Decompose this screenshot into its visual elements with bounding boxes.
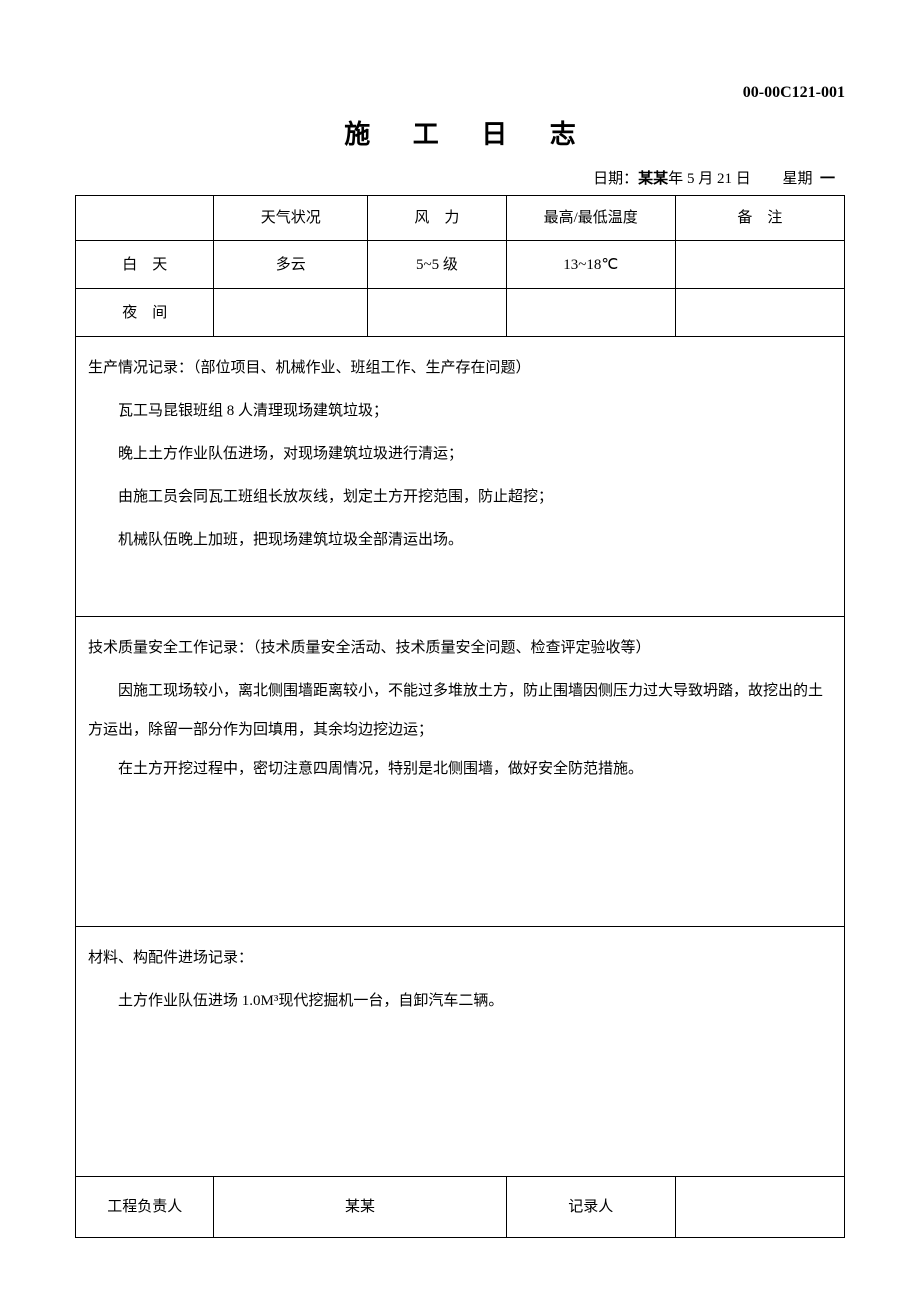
recorder-value [675, 1177, 844, 1238]
document-code: 00-00C121-001 [75, 80, 845, 106]
project-lead-value: 某某 [214, 1177, 506, 1238]
page-title: 施 工 日 志 [75, 114, 845, 156]
header-blank [76, 196, 214, 241]
production-cell: 生产情况记录：（部位项目、机械作业、班组工作、生产存在问题） 瓦工马昆银班组 8… [76, 337, 845, 617]
date-year-unit: 年 [668, 171, 683, 187]
recorder-label: 记录人 [506, 1177, 675, 1238]
weather-header-row: 天气状况 风 力 最高/最低温度 备 注 [76, 196, 845, 241]
period-day: 白 天 [76, 241, 214, 289]
weather-row-night: 夜 间 [76, 289, 845, 337]
condition-night [214, 289, 368, 337]
temp-night [506, 289, 675, 337]
header-condition: 天气状况 [214, 196, 368, 241]
wind-day: 5~5 级 [368, 241, 506, 289]
production-line: 由施工员会同瓦工班组长放灰线，划定土方开挖范围，防止超挖； [88, 478, 832, 517]
footer-row: 工程负责人 某某 记录人 [76, 1177, 845, 1238]
materials-cell: 材料、构配件进场记录： 土方作业队伍进场 1.0M³现代挖掘机一台，自卸汽车二辆… [76, 927, 845, 1177]
remark-day [675, 241, 844, 289]
materials-header: 材料、构配件进场记录： [88, 939, 832, 978]
condition-day: 多云 [214, 241, 368, 289]
period-night: 夜 间 [76, 289, 214, 337]
date-label: 日期： [593, 171, 638, 187]
production-header: 生产情况记录：（部位项目、机械作业、班组工作、生产存在问题） [88, 349, 832, 388]
date-day-unit: 日 [736, 171, 751, 187]
weather-row-day: 白 天 多云 5~5 级 13~18℃ [76, 241, 845, 289]
tech-safety-header: 技术质量安全工作记录：（技术质量安全活动、技术质量安全问题、检查评定验收等） [88, 629, 832, 668]
materials-row: 材料、构配件进场记录： 土方作业队伍进场 1.0M³现代挖掘机一台，自卸汽车二辆… [76, 927, 845, 1177]
production-line: 机械队伍晚上加班，把现场建筑垃圾全部清运出场。 [88, 521, 832, 560]
tech-safety-row: 技术质量安全工作记录：（技术质量安全活动、技术质量安全问题、检查评定验收等） 因… [76, 617, 845, 927]
weekday-label: 星期 [782, 171, 812, 187]
date-month-unit: 月 [698, 171, 713, 187]
log-table: 天气状况 风 力 最高/最低温度 备 注 白 天 多云 5~5 级 13~18℃… [75, 195, 845, 1238]
remark-night [675, 289, 844, 337]
project-lead-label: 工程负责人 [76, 1177, 214, 1238]
production-line: 瓦工马昆银班组 8 人清理现场建筑垃圾； [88, 392, 832, 431]
date-year-prefix: 某某 [638, 171, 668, 187]
production-body: 瓦工马昆银班组 8 人清理现场建筑垃圾； 晚上土方作业队伍进场，对现场建筑垃圾进… [88, 392, 832, 560]
materials-body: 土方作业队伍进场 1.0M³现代挖掘机一台，自卸汽车二辆。 [88, 982, 832, 1021]
temp-day: 13~18℃ [506, 241, 675, 289]
header-remark: 备 注 [675, 196, 844, 241]
date-day: 21 [717, 171, 732, 187]
date-line: 日期：某某年 5 月 21 日 星期 一 [75, 167, 845, 191]
header-wind: 风 力 [368, 196, 506, 241]
tech-safety-cell: 技术质量安全工作记录：（技术质量安全活动、技术质量安全问题、检查评定验收等） 因… [76, 617, 845, 927]
weekday-value: 一 [820, 171, 835, 187]
production-line: 晚上土方作业队伍进场，对现场建筑垃圾进行清运； [88, 435, 832, 474]
wind-night [368, 289, 506, 337]
production-row: 生产情况记录：（部位项目、机械作业、班组工作、生产存在问题） 瓦工马昆银班组 8… [76, 337, 845, 617]
tech-safety-body: 因施工现场较小，离北侧围墙距离较小，不能过多堆放土方，防止围墙因侧压力过大导致坍… [88, 672, 832, 789]
header-temp: 最高/最低温度 [506, 196, 675, 241]
date-month: 5 [687, 171, 695, 187]
